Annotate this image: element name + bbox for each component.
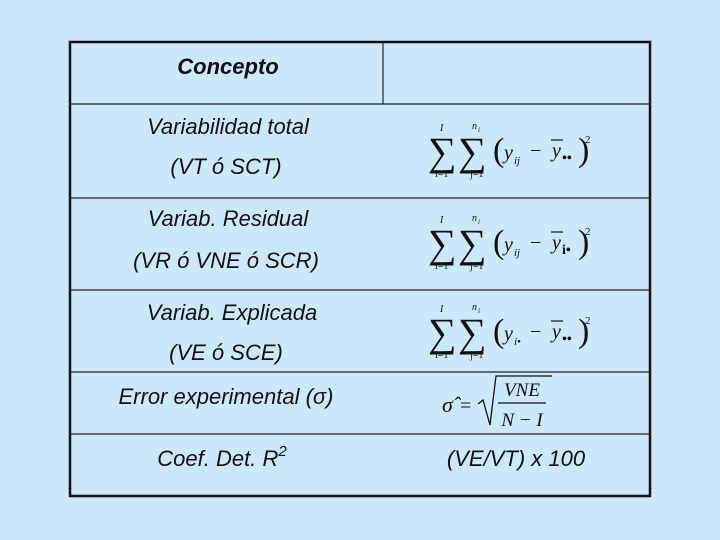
formula-token: j=1 <box>469 261 483 272</box>
formula-token: 2 <box>585 315 591 327</box>
formula-token: y <box>550 232 561 254</box>
formula-token: ( <box>493 224 504 261</box>
formula-token: I <box>439 123 444 134</box>
formula-text: (VE/VT) x 100 <box>447 446 586 471</box>
formula-token: ∑ <box>458 221 487 266</box>
formula-token: i <box>478 307 480 315</box>
formula-token: − <box>530 140 541 162</box>
concept-text: (VT ó SCT) <box>170 154 281 179</box>
concept-text: Error experimental (σ) <box>119 384 334 409</box>
formula-token: ij <box>514 155 520 167</box>
concept-text: Coef. Det. R <box>157 446 278 471</box>
formula-token: i• <box>514 336 521 348</box>
formula-token: I <box>439 304 444 315</box>
formula-token: i <box>478 218 480 226</box>
formula-token: 2 <box>585 226 591 238</box>
formula-token: i <box>478 126 480 134</box>
superscript: 2 <box>277 443 287 460</box>
formula-token: − <box>530 321 541 343</box>
formula-token: ∑ <box>458 310 487 355</box>
concept-text: Coef. Det. R2 <box>157 443 287 471</box>
formula-token: ∑ <box>428 221 457 266</box>
formula-token: ) <box>578 224 589 261</box>
formula-token: i=1 <box>435 350 448 361</box>
formula-sum: ∑Ii=1∑n ij=1(y i• − y ••)2 <box>428 302 591 361</box>
sqrt-sign <box>477 375 552 426</box>
formula-token: y <box>550 321 561 343</box>
formula-token: i=1 <box>435 169 448 180</box>
concept-text: (VE ó SCE) <box>169 340 283 365</box>
formula-token: n <box>472 213 477 224</box>
formula-token: VNE <box>504 380 540 401</box>
formula-token: ∑ <box>428 129 457 174</box>
formula-token: I <box>439 215 444 226</box>
concept-text: Variabilidad total <box>147 114 310 139</box>
formula-token: = <box>460 395 471 417</box>
formula-token: 2 <box>585 134 591 146</box>
formula-token: ) <box>578 313 589 350</box>
formula-token: y <box>502 142 513 164</box>
concept-text: Variab. Explicada <box>147 300 317 325</box>
formula-token: j=1 <box>469 350 483 361</box>
formula-token: •• <box>562 151 572 166</box>
formula-token: ( <box>493 313 504 350</box>
formula-token: •• <box>562 332 572 347</box>
formula-token: y <box>502 323 513 345</box>
formula-token: ∑ <box>458 129 487 174</box>
table-border <box>68 40 652 498</box>
formula-token: n <box>472 302 477 313</box>
formula-token: ) <box>578 132 589 169</box>
formula-token: y <box>550 140 561 162</box>
formula-token: ( <box>493 132 504 169</box>
formula-token: − <box>530 232 541 254</box>
concept-text: Variab. Residual <box>148 206 310 231</box>
formula-token: y <box>502 234 513 256</box>
formula-token: N − I <box>500 410 544 431</box>
formula-token: i• <box>562 243 571 258</box>
formula-token: ∑ <box>428 310 457 355</box>
formula-token: i=1 <box>435 261 448 272</box>
formula-token: ij <box>514 247 520 259</box>
formula-sum: ∑Ii=1∑n ij=1(y ij − y i•)2 <box>428 213 591 272</box>
concept-text: (VR ó VNE ó SCR) <box>133 248 319 273</box>
header-concept: Concepto <box>177 54 278 79</box>
formula-sum: ∑Ii=1∑n ij=1(y ij − y ••)2 <box>428 121 591 180</box>
formula-token: j=1 <box>469 169 483 180</box>
formula-token: n <box>472 121 477 132</box>
